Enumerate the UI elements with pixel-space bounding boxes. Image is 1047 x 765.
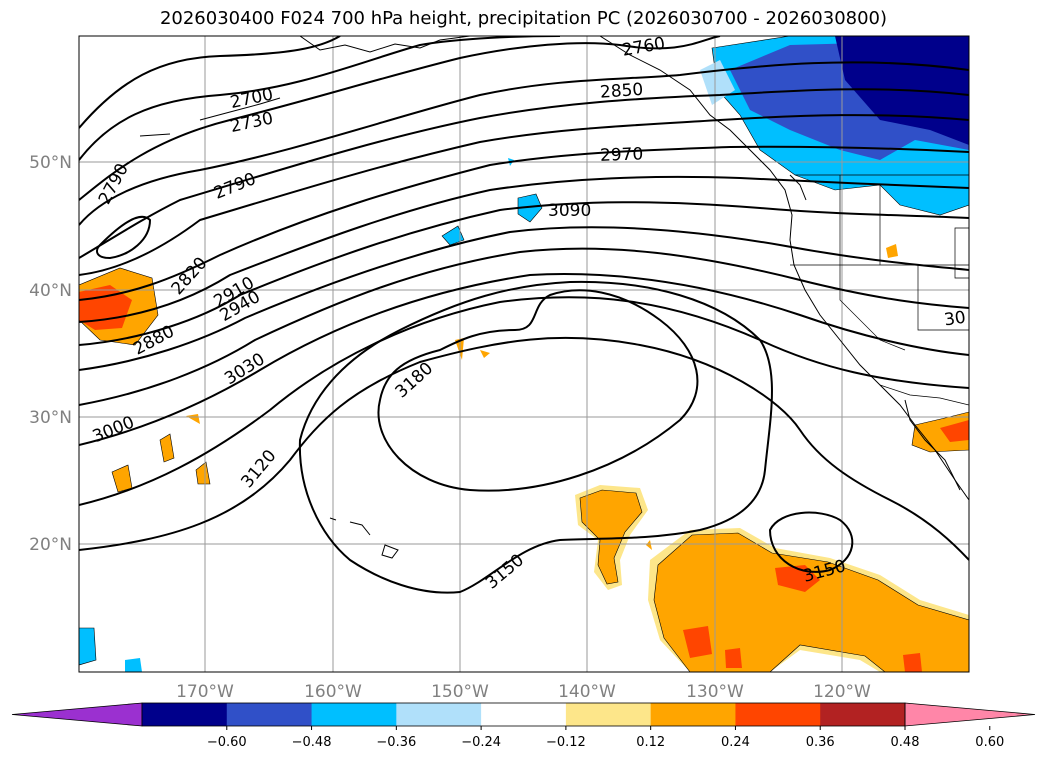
lon-label: 150°W — [431, 682, 489, 702]
colorbar-segment — [735, 703, 821, 726]
colorbar-frame — [141, 702, 906, 727]
colorbar-segment — [226, 703, 313, 726]
map-frame — [78, 35, 970, 673]
colorbar-segment — [311, 703, 397, 726]
latitude-labels: 50°N 40°N 30°N 20°N — [29, 153, 72, 555]
colorbar-segment — [142, 703, 228, 726]
lat-label: 50°N — [29, 153, 72, 173]
lon-label: 130°W — [686, 682, 744, 702]
colorbar-tick-label: 0.48 — [891, 735, 920, 750]
colorbar-segment — [481, 703, 567, 726]
colorbar-tick-label: −0.60 — [207, 735, 247, 750]
map-gridlines — [79, 36, 969, 672]
state-borders — [790, 174, 969, 406]
colorbar-segment — [565, 703, 652, 726]
height-contours — [79, 36, 969, 594]
colorbar-extend-high — [904, 702, 1036, 727]
colorbar-tick-label: −0.24 — [461, 735, 501, 750]
lon-label: 160°W — [304, 682, 362, 702]
colorbar-tick-label: 0.36 — [806, 735, 835, 750]
contour-label: 2970 — [600, 144, 644, 165]
contour-label: 2850 — [599, 80, 644, 103]
longitude-labels: 170°W 160°W 150°W 140°W 130°W 120°W — [176, 682, 871, 702]
contour-label: 3090 — [548, 201, 591, 221]
contour-label: 30 — [943, 308, 967, 331]
colorbar-tick-label: −0.12 — [546, 735, 586, 750]
lat-label: 30°N — [29, 408, 72, 428]
colorbar-tick-label: −0.48 — [292, 735, 332, 750]
lon-label: 140°W — [558, 682, 616, 702]
colorbar: −0.60 −0.48 −0.36 −0.24 −0.12 0.12 0.24 0.36 0.4… — [11, 702, 1036, 750]
coastlines — [139, 36, 969, 559]
colorbar-extend-low — [11, 702, 143, 727]
colorbar-tick-label: 0.12 — [636, 735, 665, 750]
lat-label: 20°N — [29, 535, 72, 555]
map-title: 2026030400 F024 700 hPa height, precipit… — [159, 8, 888, 29]
precip-positive-shading — [79, 244, 969, 672]
colorbar-tick-label: 0.60 — [975, 735, 1004, 750]
colorbar-segment — [650, 703, 736, 726]
colorbar-segment — [820, 703, 906, 726]
map-plot-area: 2700 2730 2760 2790 2790 2820 2850 2880 … — [79, 36, 969, 672]
colorbar-tick-label: 0.24 — [721, 735, 750, 750]
colorbar-tick-label: −0.36 — [376, 735, 416, 750]
colorbar-segment — [396, 703, 482, 726]
lon-label: 120°W — [813, 682, 871, 702]
lat-label: 40°N — [29, 281, 72, 301]
lon-label: 170°W — [176, 682, 234, 702]
